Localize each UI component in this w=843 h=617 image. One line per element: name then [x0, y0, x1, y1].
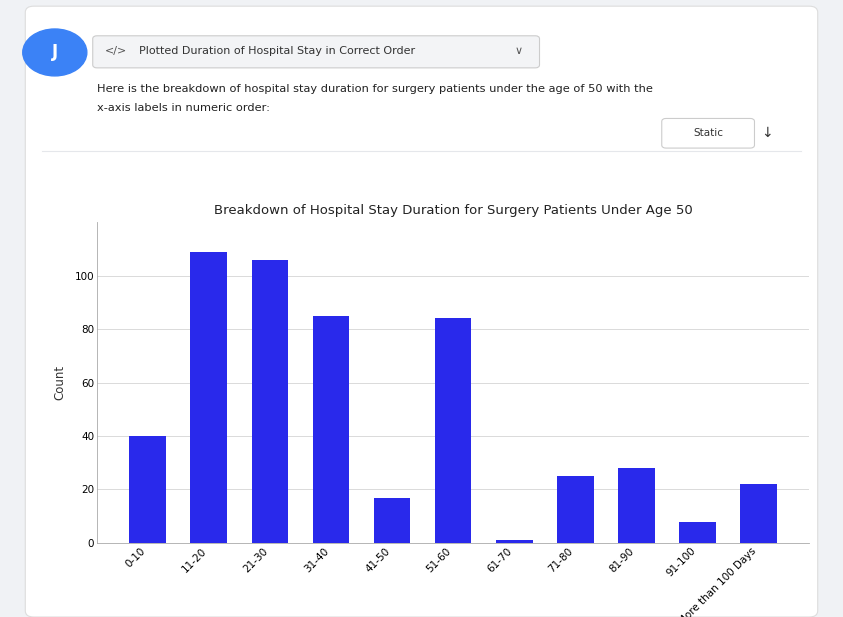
Text: ∨: ∨ [514, 46, 523, 56]
Bar [313, 316, 349, 543]
FancyBboxPatch shape [25, 6, 818, 617]
Text: Here is the breakdown of hospital stay duration for surgery patients under the a: Here is the breakdown of hospital stay d… [97, 85, 652, 94]
Bar [435, 318, 471, 543]
Circle shape [23, 29, 87, 76]
Text: </>: </> [105, 46, 127, 56]
Text: ↓: ↓ [761, 126, 773, 140]
Text: x-axis labels in numeric order:: x-axis labels in numeric order: [97, 103, 270, 113]
Title: Breakdown of Hospital Stay Duration for Surgery Patients Under Age 50: Breakdown of Hospital Stay Duration for … [214, 204, 692, 217]
Text: Plotted Duration of Hospital Stay in Correct Order: Plotted Duration of Hospital Stay in Cor… [139, 46, 416, 56]
Bar [679, 521, 716, 543]
Y-axis label: Count: Count [53, 365, 67, 400]
Text: J: J [51, 43, 58, 62]
FancyBboxPatch shape [93, 36, 540, 68]
Bar [557, 476, 593, 543]
Bar [740, 484, 777, 543]
Bar [618, 468, 655, 543]
Bar [191, 252, 227, 543]
Bar [496, 540, 533, 543]
FancyBboxPatch shape [662, 118, 754, 148]
Bar [373, 497, 411, 543]
Text: Static: Static [693, 128, 723, 138]
Bar [129, 436, 166, 543]
Bar [251, 260, 288, 543]
